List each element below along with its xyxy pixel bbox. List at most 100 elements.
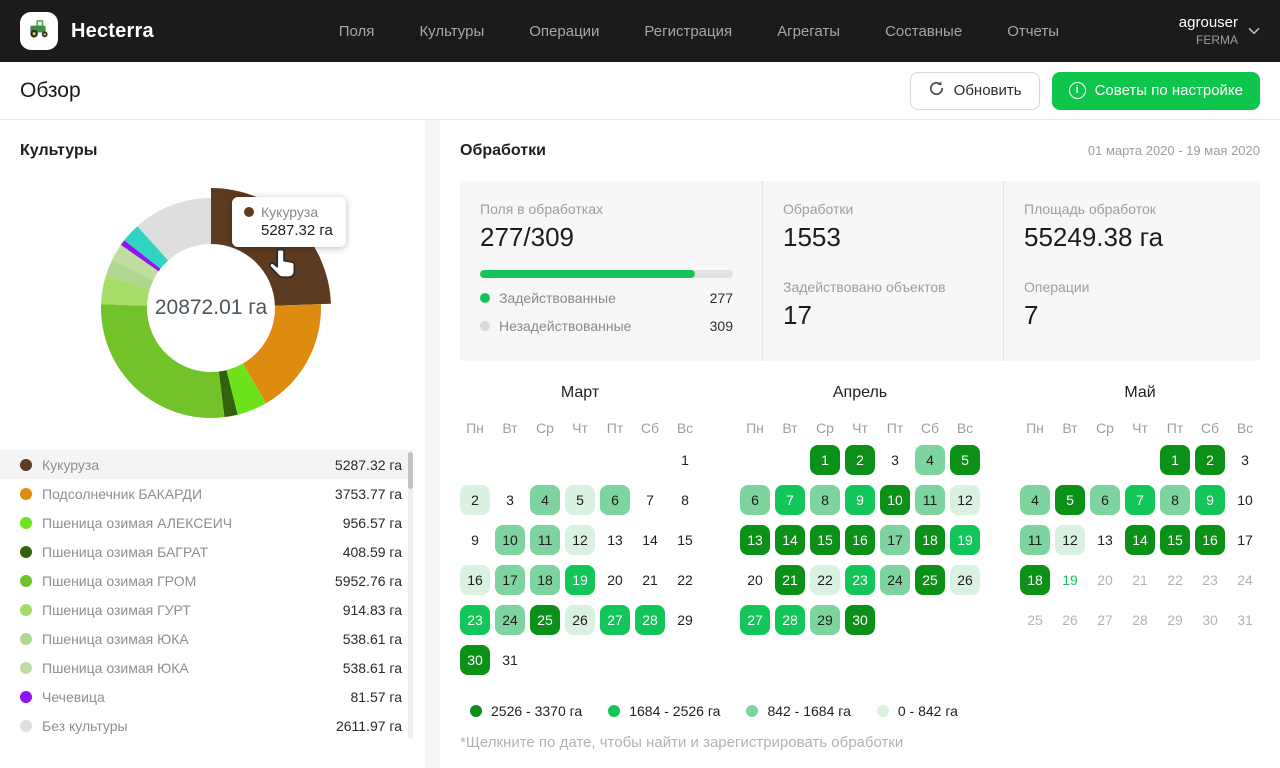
nav-item-составные[interactable]: Составные bbox=[885, 22, 963, 40]
calendar-day-март-21[interactable]: 21 bbox=[642, 572, 658, 588]
calendar-day-май-18[interactable]: 18 bbox=[1020, 565, 1050, 595]
culture-row[interactable]: Пшеница озимая БАГРАТ 408.59 га bbox=[0, 537, 412, 566]
app-logo[interactable] bbox=[20, 12, 58, 50]
culture-row[interactable]: Пшеница озимая ГУРТ 914.83 га bbox=[0, 595, 412, 624]
calendar-day-май-2[interactable]: 2 bbox=[1195, 445, 1225, 475]
culture-row[interactable]: Без культуры 2611.97 га bbox=[0, 711, 412, 740]
calendar-day-апрель-22[interactable]: 22 bbox=[810, 565, 840, 595]
donut-segment-10[interactable] bbox=[137, 198, 211, 261]
calendar-day-апрель-28[interactable]: 28 bbox=[775, 605, 805, 635]
calendar-day-март-22[interactable]: 22 bbox=[677, 572, 693, 588]
calendar-day-апрель-16[interactable]: 16 bbox=[845, 525, 875, 555]
calendar-day-апрель-10[interactable]: 10 bbox=[880, 485, 910, 515]
calendar-day-апрель-20[interactable]: 20 bbox=[747, 572, 763, 588]
culture-row[interactable]: Чечевица 81.57 га bbox=[0, 682, 412, 711]
calendar-day-май-15[interactable]: 15 bbox=[1160, 525, 1190, 555]
donut-segment-2[interactable] bbox=[226, 363, 266, 415]
calendar-day-май-30[interactable]: 30 bbox=[1202, 612, 1218, 628]
calendar-day-май-25[interactable]: 25 bbox=[1027, 612, 1043, 628]
calendar-day-апрель-12[interactable]: 12 bbox=[950, 485, 980, 515]
calendar-day-апрель-7[interactable]: 7 bbox=[775, 485, 805, 515]
scrollbar-thumb[interactable] bbox=[408, 452, 413, 489]
calendar-day-апрель-3[interactable]: 3 bbox=[891, 452, 899, 468]
calendar-day-апрель-24[interactable]: 24 bbox=[880, 565, 910, 595]
calendar-day-май-1[interactable]: 1 bbox=[1160, 445, 1190, 475]
calendar-day-апрель-4[interactable]: 4 bbox=[915, 445, 945, 475]
calendar-day-март-20[interactable]: 20 bbox=[607, 572, 623, 588]
calendar-day-март-17[interactable]: 17 bbox=[495, 565, 525, 595]
calendar-day-май-23[interactable]: 23 bbox=[1202, 572, 1218, 588]
calendar-day-май-24[interactable]: 24 bbox=[1237, 572, 1253, 588]
calendar-day-март-25[interactable]: 25 bbox=[530, 605, 560, 635]
calendar-day-апрель-19[interactable]: 19 bbox=[950, 525, 980, 555]
donut-segment-7[interactable] bbox=[112, 244, 159, 280]
calendar-day-май-31[interactable]: 31 bbox=[1237, 612, 1253, 628]
calendar-day-март-8[interactable]: 8 bbox=[681, 492, 689, 508]
donut-segment-9[interactable] bbox=[124, 226, 169, 269]
culture-row[interactable]: Подсолнечник БАКАРДИ 3753.77 га bbox=[0, 479, 412, 508]
calendar-day-май-26[interactable]: 26 bbox=[1062, 612, 1078, 628]
culture-row[interactable]: Пшеница озимая ЮКА 538.61 га bbox=[0, 624, 412, 653]
calendar-day-март-26[interactable]: 26 bbox=[565, 605, 595, 635]
calendar-day-апрель-23[interactable]: 23 bbox=[845, 565, 875, 595]
calendar-day-март-3[interactable]: 3 bbox=[506, 492, 514, 508]
calendar-day-апрель-2[interactable]: 2 bbox=[845, 445, 875, 475]
calendar-day-май-7[interactable]: 7 bbox=[1125, 485, 1155, 515]
calendar-day-апрель-15[interactable]: 15 bbox=[810, 525, 840, 555]
calendar-day-май-6[interactable]: 6 bbox=[1090, 485, 1120, 515]
calendar-day-март-9[interactable]: 9 bbox=[471, 532, 479, 548]
culture-row[interactable]: Пшеница озимая ГРОМ 5952.76 га bbox=[0, 566, 412, 595]
calendar-day-май-29[interactable]: 29 bbox=[1167, 612, 1183, 628]
calendar-day-март-13[interactable]: 13 bbox=[607, 532, 623, 548]
donut-segment-8[interactable] bbox=[120, 240, 161, 272]
calendar-day-май-3[interactable]: 3 bbox=[1241, 452, 1249, 468]
calendar-day-май-20[interactable]: 20 bbox=[1097, 572, 1113, 588]
calendar-day-март-10[interactable]: 10 bbox=[495, 525, 525, 555]
calendar-day-апрель-29[interactable]: 29 bbox=[810, 605, 840, 635]
calendar-day-апрель-13[interactable]: 13 bbox=[740, 525, 770, 555]
calendar-day-май-17[interactable]: 17 bbox=[1237, 532, 1253, 548]
calendar-day-май-21[interactable]: 21 bbox=[1132, 572, 1148, 588]
calendar-day-май-5[interactable]: 5 bbox=[1055, 485, 1085, 515]
calendar-day-апрель-18[interactable]: 18 bbox=[915, 525, 945, 555]
calendar-day-март-19[interactable]: 19 bbox=[565, 565, 595, 595]
calendar-day-май-8[interactable]: 8 bbox=[1160, 485, 1190, 515]
calendar-day-март-28[interactable]: 28 bbox=[635, 605, 665, 635]
calendar-day-апрель-11[interactable]: 11 bbox=[915, 485, 945, 515]
calendar-day-май-16[interactable]: 16 bbox=[1195, 525, 1225, 555]
nav-item-агрегаты[interactable]: Агрегаты bbox=[777, 22, 841, 40]
user-menu[interactable]: agrouser FERMA bbox=[1179, 14, 1260, 48]
calendar-day-апрель-5[interactable]: 5 bbox=[950, 445, 980, 475]
calendar-day-апрель-25[interactable]: 25 bbox=[915, 565, 945, 595]
donut-segment-5[interactable] bbox=[101, 275, 150, 306]
calendar-day-май-4[interactable]: 4 bbox=[1020, 485, 1050, 515]
calendar-day-май-11[interactable]: 11 bbox=[1020, 525, 1050, 555]
calendar-day-март-2[interactable]: 2 bbox=[460, 485, 490, 515]
calendar-day-март-30[interactable]: 30 bbox=[460, 645, 490, 675]
calendar-day-апрель-26[interactable]: 26 bbox=[950, 565, 980, 595]
nav-item-регистрация[interactable]: Регистрация bbox=[644, 22, 733, 40]
calendar-day-март-31[interactable]: 31 bbox=[502, 652, 518, 668]
donut-segment-4[interactable] bbox=[101, 304, 225, 418]
nav-item-операции[interactable]: Операции bbox=[529, 22, 600, 40]
calendar-day-март-18[interactable]: 18 bbox=[530, 565, 560, 595]
culture-row[interactable]: Пшеница озимая АЛЕКСЕИЧ 956.57 га bbox=[0, 508, 412, 537]
culture-row[interactable]: Пшеница озимая ЮКА 538.61 га bbox=[0, 653, 412, 682]
calendar-day-май-13[interactable]: 13 bbox=[1097, 532, 1113, 548]
calendar-day-апрель-8[interactable]: 8 bbox=[810, 485, 840, 515]
calendar-day-май-19[interactable]: 19 bbox=[1062, 572, 1078, 588]
calendar-day-апрель-17[interactable]: 17 bbox=[880, 525, 910, 555]
calendar-day-май-14[interactable]: 14 bbox=[1125, 525, 1155, 555]
donut-segment-1[interactable] bbox=[243, 304, 321, 404]
donut-segment-3[interactable] bbox=[218, 370, 238, 418]
setup-tips-button[interactable]: i Советы по настройке bbox=[1051, 71, 1260, 110]
calendar-day-май-27[interactable]: 27 bbox=[1097, 612, 1113, 628]
calendar-day-март-27[interactable]: 27 bbox=[600, 605, 630, 635]
calendar-day-март-15[interactable]: 15 bbox=[677, 532, 693, 548]
calendar-day-апрель-6[interactable]: 6 bbox=[740, 485, 770, 515]
calendar-day-март-7[interactable]: 7 bbox=[646, 492, 654, 508]
calendar-day-март-14[interactable]: 14 bbox=[642, 532, 658, 548]
donut-segment-6[interactable] bbox=[105, 259, 154, 290]
calendar-day-март-23[interactable]: 23 bbox=[460, 605, 490, 635]
calendar-day-март-16[interactable]: 16 bbox=[460, 565, 490, 595]
